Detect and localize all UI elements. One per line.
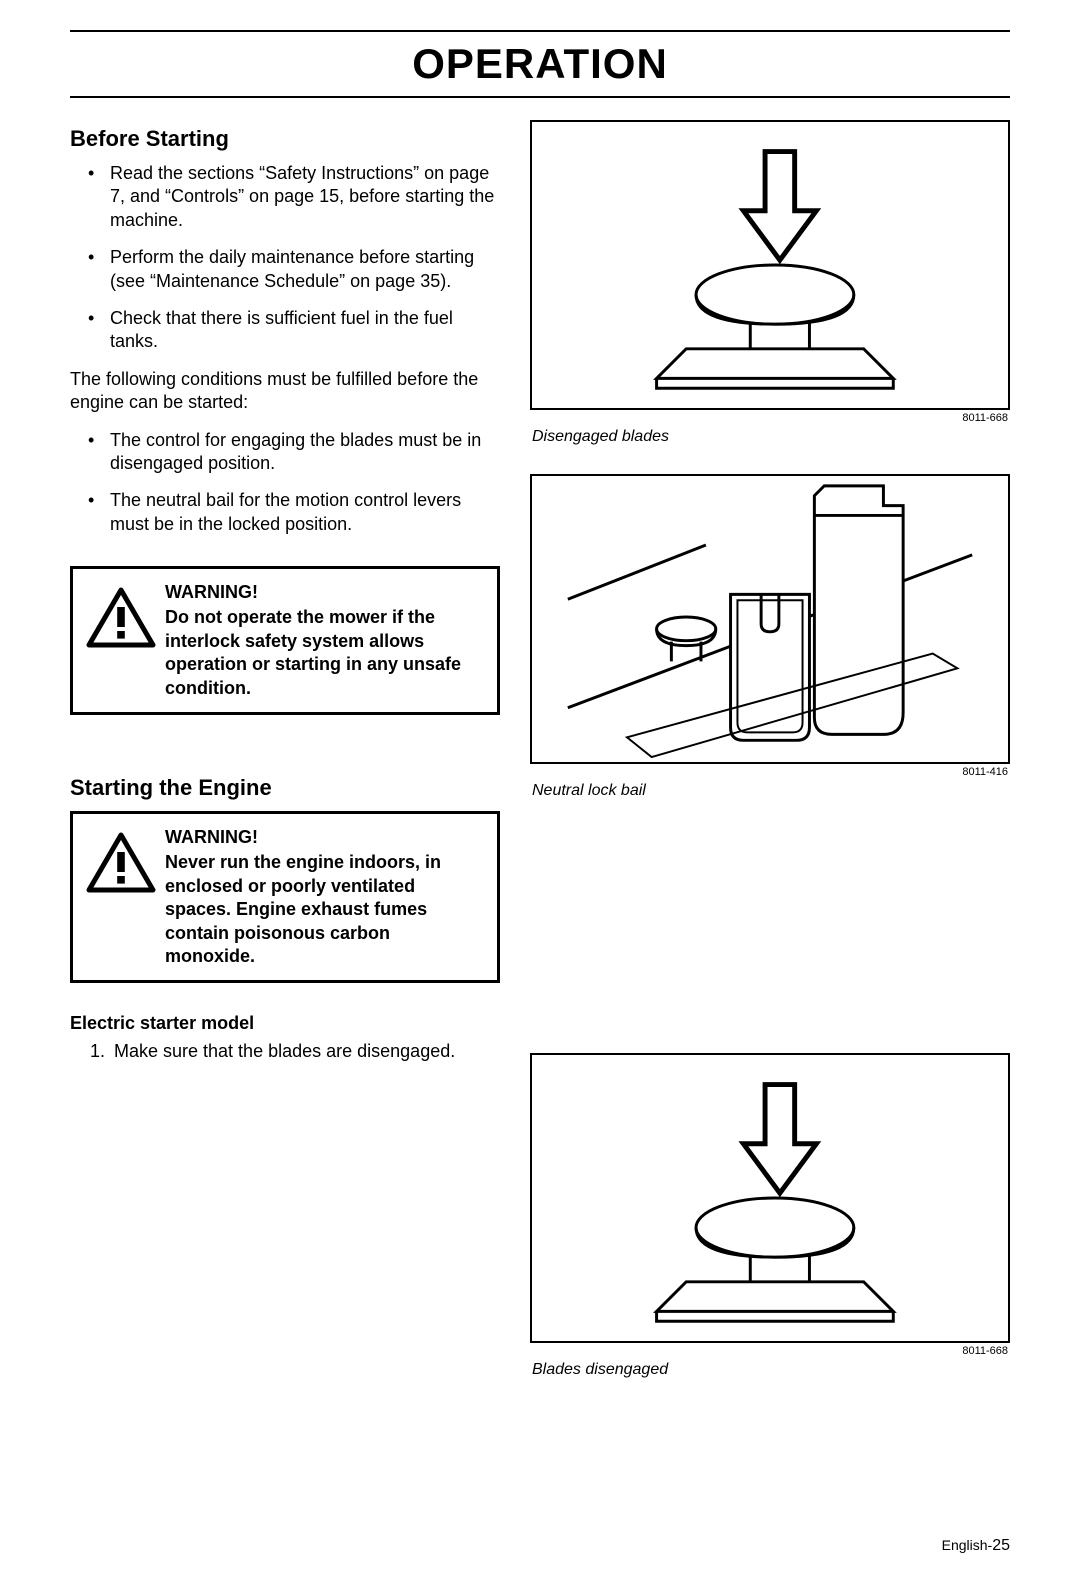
warning-text: WARNING! Do not operate the mower if the… (157, 581, 485, 700)
page-title: OPERATION (70, 40, 1010, 88)
figure-neutral-lock-bail (530, 474, 1010, 764)
list-item: The control for engaging the blades must… (110, 429, 500, 476)
warning-body: Do not operate the mower if the interloc… (165, 606, 485, 700)
figure-disengaged-blades (530, 120, 1010, 410)
list-item: Check that there is sufficient fuel in t… (110, 307, 500, 354)
figure-caption: Blades disengaged (532, 1361, 1010, 1379)
lock-bail-illustration-icon (532, 476, 1008, 762)
warning-triangle-icon (85, 826, 157, 968)
knob-illustration-icon (532, 1055, 1008, 1341)
warning-title: WARNING! (165, 826, 485, 849)
page-footer: English-25 (70, 1537, 1010, 1555)
conditions-intro: The following conditions must be fulfill… (70, 368, 500, 415)
step-list: Make sure that the blades are disengaged… (70, 1040, 500, 1063)
warning-box-exhaust: WARNING! Never run the engine indoors, i… (70, 811, 500, 983)
subheading-electric-starter: Electric starter model (70, 1013, 500, 1034)
figure-number: 8011-668 (530, 1345, 1008, 1357)
warning-box-interlock: WARNING! Do not operate the mower if the… (70, 566, 500, 715)
list-item: Perform the daily maintenance before sta… (110, 246, 500, 293)
two-column-layout: Before Starting Read the sections “Safet… (70, 120, 1010, 1407)
figure-caption: Disengaged blades (532, 428, 1010, 446)
figure-number: 8011-416 (530, 766, 1008, 778)
bullet-list-a: Read the sections “Safety Instructions” … (70, 162, 500, 354)
warning-body: Never run the engine indoors, in enclose… (165, 851, 485, 968)
spacer (530, 828, 1010, 1053)
bullet-list-b: The control for engaging the blades must… (70, 429, 500, 537)
figure-number: 8011-668 (530, 412, 1008, 424)
right-column: 8011-668 Disengaged blades (530, 120, 1010, 1407)
heading-starting-engine: Starting the Engine (70, 775, 500, 801)
top-rule (70, 30, 1010, 32)
left-column: Before Starting Read the sections “Safet… (70, 120, 500, 1407)
list-item: Read the sections “Safety Instructions” … (110, 162, 500, 232)
warning-text: WARNING! Never run the engine indoors, i… (157, 826, 485, 968)
list-item: The neutral bail for the motion control … (110, 489, 500, 536)
footer-page-number: 25 (992, 1537, 1010, 1554)
knob-illustration-icon (532, 122, 1008, 408)
warning-triangle-icon (85, 581, 157, 700)
heading-before-starting: Before Starting (70, 126, 500, 152)
page: OPERATION Before Starting Read the secti… (0, 0, 1080, 1585)
step-item: Make sure that the blades are disengaged… (110, 1040, 500, 1063)
footer-lang: English- (942, 1537, 993, 1553)
under-rule (70, 96, 1010, 98)
warning-title: WARNING! (165, 581, 485, 604)
figure-blades-disengaged (530, 1053, 1010, 1343)
figure-caption: Neutral lock bail (532, 782, 1010, 800)
